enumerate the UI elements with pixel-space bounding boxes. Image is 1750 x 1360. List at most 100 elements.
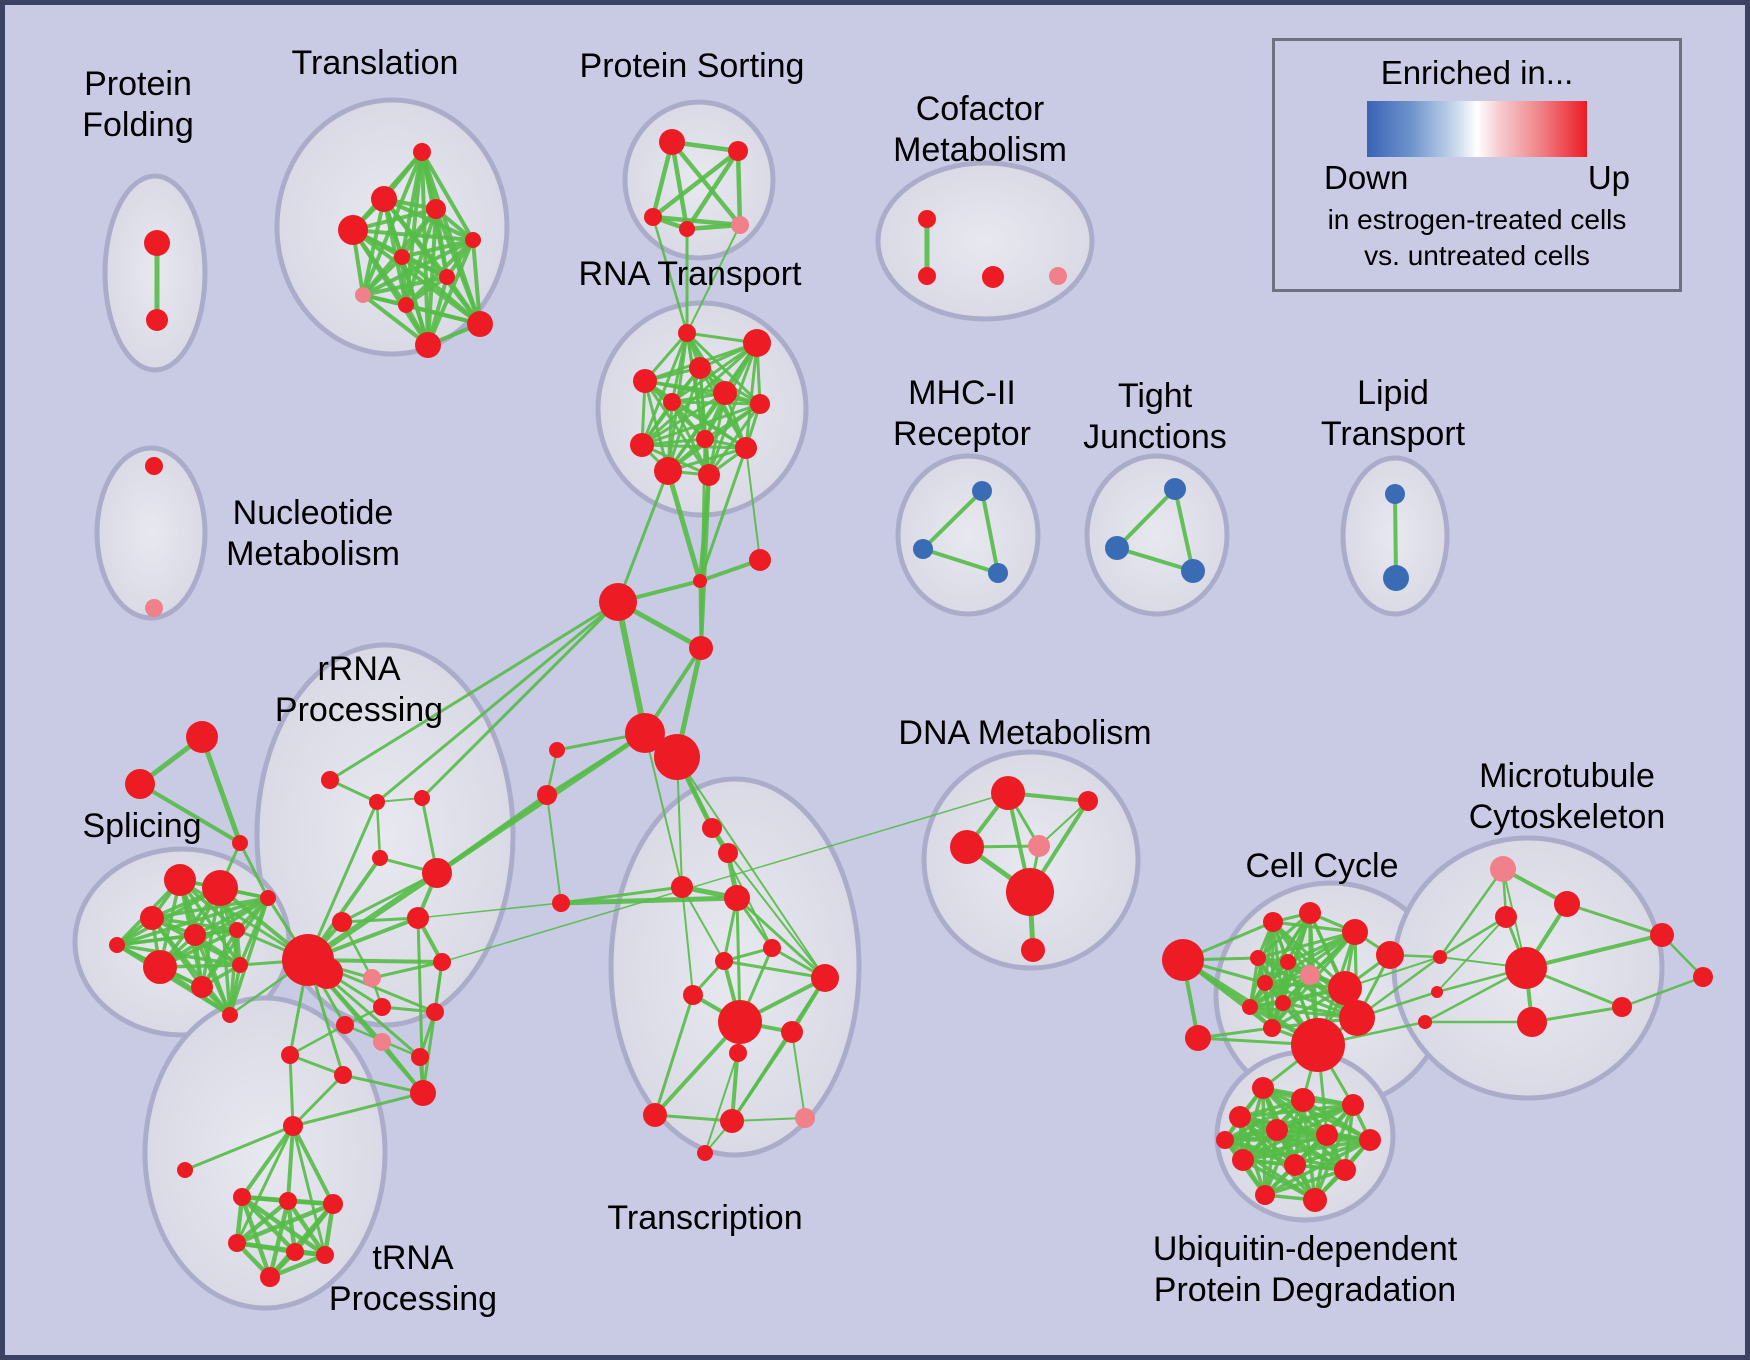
gene-set-node-33	[698, 464, 720, 486]
nucleotide-metabolism-label: Nucleotide	[233, 494, 394, 532]
gene-set-node-22	[678, 324, 696, 342]
gene-set-node-115	[1242, 999, 1258, 1015]
gene-set-node-85	[671, 876, 693, 898]
gene-set-node-117	[1263, 1019, 1281, 1037]
gene-set-node-45	[372, 850, 388, 866]
gene-set-node-116	[1275, 995, 1291, 1011]
gene-set-node-10	[398, 297, 414, 313]
splicing-label: Splicing	[82, 807, 201, 845]
legend-subtitle: in estrogen-treated cells vs. untreated …	[1275, 202, 1679, 274]
edge	[306, 800, 379, 962]
edge	[238, 841, 270, 900]
gene-set-node-84	[718, 843, 738, 863]
gene-set-node-101	[950, 830, 984, 864]
edge	[669, 139, 743, 228]
gene-set-node-46	[422, 858, 452, 888]
gene-set-node-127	[1505, 947, 1547, 989]
legend-title: Enriched in...	[1380, 54, 1574, 91]
cofactor-metabolism-label: Metabolism	[893, 131, 1067, 169]
gene-set-node-69	[426, 1003, 444, 1021]
gene-set-node-51	[202, 870, 238, 906]
edge	[235, 1124, 295, 1245]
gene-set-node-137	[1316, 1124, 1338, 1146]
edge	[1565, 902, 1664, 937]
gene-set-node-155	[311, 957, 343, 989]
gene-set-node-146	[913, 539, 933, 559]
gene-set-node-73	[334, 1066, 352, 1084]
trna-processing-label: tRNA	[372, 1239, 454, 1277]
edge	[183, 1124, 295, 1172]
mhc-ii-receptor-ellipse	[895, 453, 1041, 617]
edge	[643, 379, 762, 406]
gene-set-node-80	[286, 1243, 304, 1261]
edge	[653, 993, 695, 1117]
gene-set-node-27	[663, 393, 681, 411]
legend-down-label: Down	[1324, 159, 1409, 196]
edge	[361, 238, 475, 297]
gene-set-node-17	[731, 216, 749, 234]
edge	[285, 1198, 328, 1258]
gene-set-node-64	[373, 998, 391, 1016]
edge	[1438, 867, 1505, 959]
gene-set-node-136	[1266, 1119, 1288, 1141]
edge	[291, 1124, 327, 1257]
edge	[1115, 546, 1195, 573]
cofactor-metabolism-ellipse	[875, 160, 1095, 322]
edge	[1263, 1168, 1347, 1197]
edge	[291, 1124, 335, 1206]
legend-gradient-bar	[1367, 101, 1587, 157]
edge	[921, 547, 1000, 575]
edge	[1248, 973, 1312, 1009]
edge	[665, 468, 703, 584]
edge	[1620, 975, 1705, 1009]
edge	[616, 469, 670, 604]
edge	[267, 1198, 291, 1280]
gene-set-node-3	[371, 186, 397, 212]
edge	[1263, 930, 1357, 985]
edge	[288, 1053, 345, 1077]
gene-set-node-41	[537, 785, 557, 805]
gene-set-node-91	[811, 964, 839, 992]
gene-set-node-120	[1376, 941, 1404, 969]
gene-set-node-70	[411, 1048, 429, 1066]
gene-set-node-121	[1433, 950, 1447, 964]
edge	[361, 293, 430, 347]
edge	[643, 379, 711, 477]
edge	[421, 960, 444, 1095]
gene-set-node-55	[191, 976, 213, 998]
edge	[234, 1201, 336, 1246]
edge	[239, 1194, 298, 1255]
trna-processing-ellipse	[142, 995, 388, 1311]
gene-set-node-13	[659, 129, 685, 155]
gene-set-node-6	[465, 232, 481, 248]
gene-set-node-42	[414, 790, 430, 806]
gene-set-node-139	[1232, 1149, 1254, 1171]
edge	[669, 139, 690, 232]
lipid-transport-label: Transport	[1321, 415, 1466, 453]
edge	[1271, 920, 1357, 934]
gene-set-node-138	[1359, 1129, 1381, 1151]
gene-set-node-72	[410, 1080, 436, 1106]
trna-processing-label: Processing	[329, 1280, 497, 1318]
gene-set-node-39	[654, 734, 700, 780]
gene-set-node-15	[644, 208, 662, 226]
gene-set-node-119	[1339, 1000, 1375, 1036]
gene-set-node-89	[763, 939, 781, 957]
gene-set-node-154	[145, 599, 163, 617]
gene-set-node-125	[1554, 891, 1580, 917]
edge	[115, 943, 242, 967]
microtubule-cytoskeleton-label: Cytoskeleton	[1469, 798, 1666, 836]
edge	[640, 331, 689, 447]
edge	[707, 402, 762, 477]
edge	[666, 391, 727, 473]
edge	[651, 215, 689, 335]
edge	[375, 800, 382, 860]
gene-set-node-111	[1280, 954, 1296, 970]
gene-set-node-36	[599, 583, 637, 621]
edge	[744, 341, 759, 450]
ubiquitin-degradation-label: Protein Degradation	[1154, 1271, 1456, 1309]
gene-set-node-7	[394, 249, 410, 265]
gene-set-node-94	[729, 1044, 747, 1062]
gene-set-node-135	[1229, 1106, 1251, 1128]
